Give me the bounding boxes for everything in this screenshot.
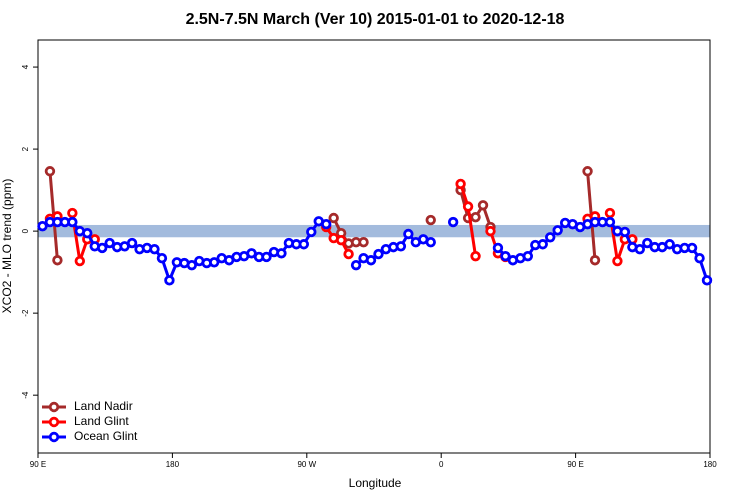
data-point [261,251,272,263]
data-point [67,207,78,219]
data-point [104,237,115,249]
data-point [619,226,631,238]
data-point [612,255,623,267]
data-point [470,250,481,262]
data-point [97,242,108,254]
data-point [425,214,436,226]
y-tick-label: 2 [21,146,30,151]
x-tick-label: 180 [703,460,717,469]
data-point [634,243,646,255]
data-point [403,228,414,240]
legend-marker [48,431,60,443]
data-point [522,250,534,262]
data-point [52,255,63,266]
x-tick-label: 180 [166,460,180,469]
data-point [604,207,616,219]
plot-frame [37,39,711,454]
data-point [149,243,160,255]
data-point [701,275,713,286]
x-tick-label: 90 W [297,460,316,469]
y-tick-label: 0 [21,228,30,233]
x-axis-label: Longitude [349,476,402,490]
data-point [343,248,354,260]
data-point [455,178,466,190]
y-tick-label: 4 [21,64,30,69]
data-point [246,248,257,259]
data-point [485,225,496,237]
data-point [552,225,563,236]
data-point [321,218,332,230]
data-point [545,232,556,243]
data-point [492,242,504,254]
data-point [156,252,168,264]
data-point [477,200,489,211]
data-point [186,259,198,271]
data-point [373,248,384,260]
data-point [74,255,86,267]
data-point [298,239,310,250]
data-point [500,250,511,262]
data-point [447,216,459,228]
data-point [306,226,317,238]
data-point [686,242,698,254]
data-point [365,255,377,266]
data-point [82,227,93,239]
data-point [209,257,220,268]
legend-marker [48,416,60,428]
data-point [328,212,339,224]
data-point [462,201,474,212]
x-tick-label: 0 [439,460,444,469]
data-point [335,234,347,246]
data-point [425,236,436,248]
data-point [358,236,369,248]
data-point [582,166,593,177]
data-point [470,211,481,223]
data-point [164,275,175,286]
reference-band [38,224,710,238]
data-point [395,241,407,252]
data-point [44,166,56,177]
y-axis-label: XCO2 - MLO trend (ppm) [0,179,14,314]
chart-title: 2.5N-7.5N March (Ver 10) 2015-01-01 to 2… [186,11,565,28]
y-tick-label: -2 [21,309,30,317]
legend-marker [48,401,60,413]
data-point [276,248,287,259]
data-point [664,239,675,250]
y-tick-label: -4 [21,391,30,399]
data-point [350,259,362,271]
legend-label: Land Nadir [74,399,133,413]
data-point [694,252,705,264]
data-point [589,255,601,266]
data-point [126,237,138,249]
data-point [67,216,78,228]
data-point [37,220,48,232]
data-point [537,239,548,250]
data-point [604,216,616,228]
data-point [642,237,653,249]
legend-label: Ocean Glint [74,429,138,443]
legend-label: Land Glint [74,414,129,428]
x-tick-label: 90 E [30,460,46,469]
x-tick-label: 90 E [567,460,583,469]
